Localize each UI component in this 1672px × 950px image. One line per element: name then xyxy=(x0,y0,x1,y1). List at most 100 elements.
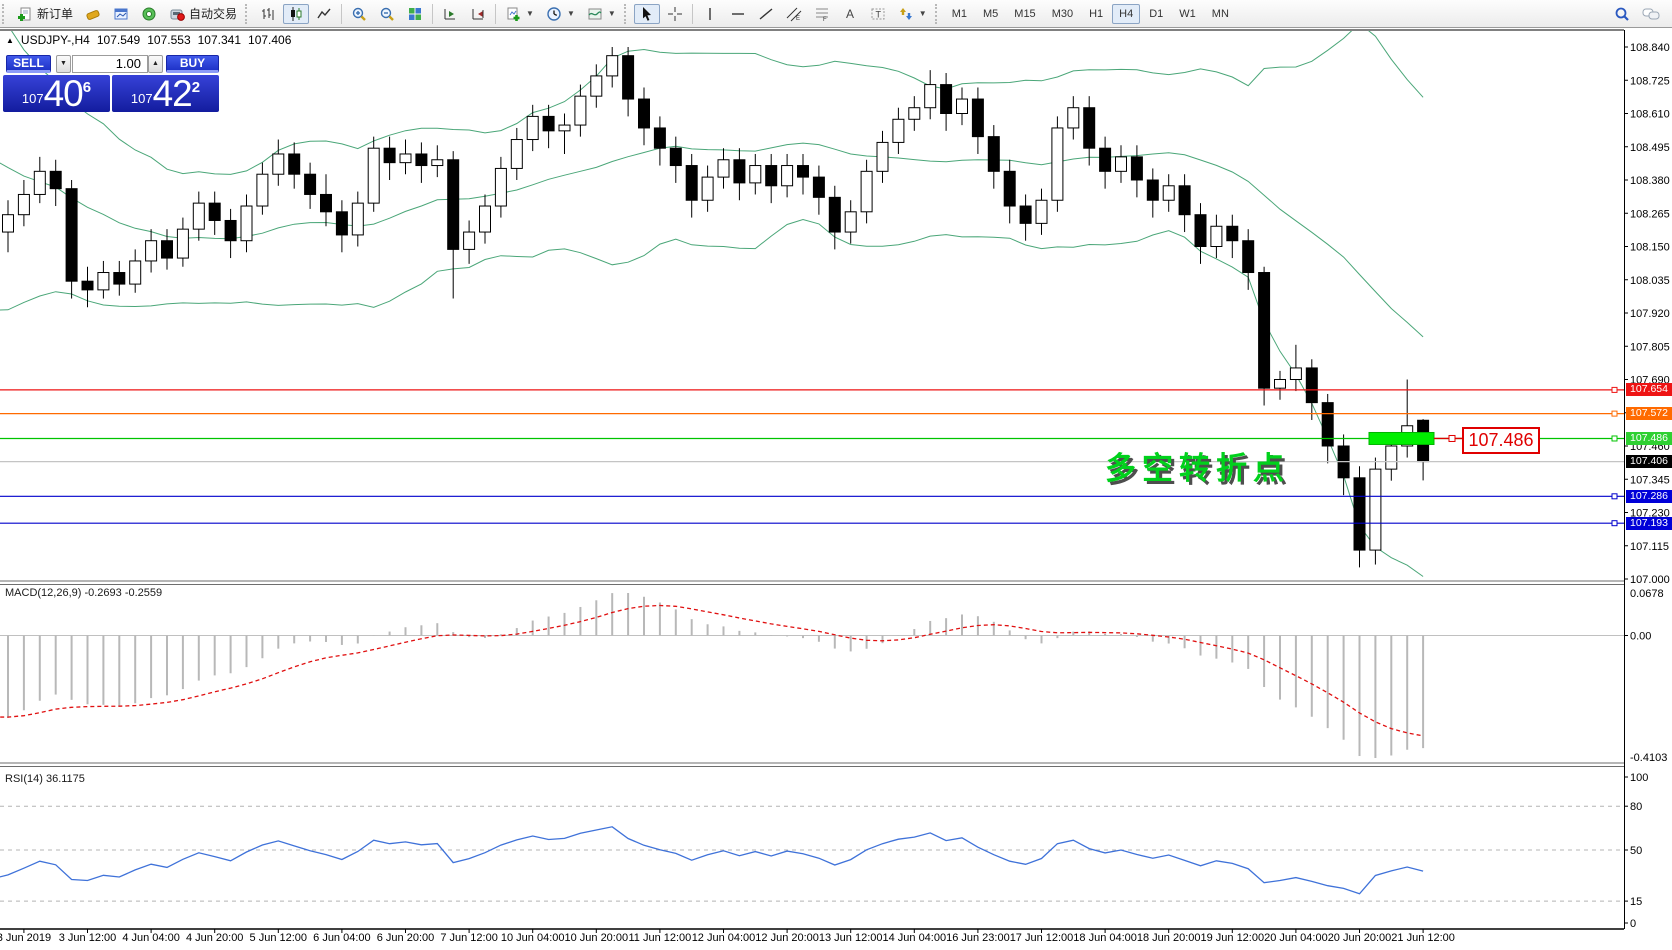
vertical-line-icon xyxy=(702,6,718,22)
svg-text:107.115: 107.115 xyxy=(1630,541,1669,553)
svg-text:11 Jun 12:00: 11 Jun 12:00 xyxy=(629,932,692,944)
trendline-button[interactable] xyxy=(753,4,779,24)
chevron-down-icon: ▼ xyxy=(526,9,534,18)
svg-text:6 Jun 04:00: 6 Jun 04:00 xyxy=(313,932,371,944)
buy-price-display[interactable]: 107 42 2 xyxy=(112,75,219,112)
arrows-button[interactable]: ▼ xyxy=(893,4,932,24)
auto-scroll-button[interactable] xyxy=(465,4,491,24)
volume-input[interactable]: 1.00 xyxy=(72,55,148,73)
templates-button[interactable]: ▼ xyxy=(582,4,621,24)
candle xyxy=(447,159,460,250)
profiles-icon xyxy=(85,6,101,22)
toolbar-grip[interactable] xyxy=(245,3,252,24)
periods-button[interactable]: ▼ xyxy=(541,4,580,24)
main-price-pane[interactable] xyxy=(0,28,1430,577)
vertical-line-button[interactable] xyxy=(697,4,723,24)
candle xyxy=(113,272,126,285)
price-callout-label[interactable]: 107.486 xyxy=(1462,427,1540,454)
price-badge: 107.486 xyxy=(1626,431,1672,445)
autotrading-button[interactable]: 自动交易 xyxy=(164,4,242,24)
add-indicator-button[interactable]: ▼ xyxy=(500,4,539,24)
crosshair-button[interactable] xyxy=(662,4,688,24)
tile-windows-button[interactable] xyxy=(402,4,428,24)
svg-text:0.00: 0.00 xyxy=(1630,631,1651,643)
sell-price-base: 107 xyxy=(21,91,44,106)
market-watch-button[interactable] xyxy=(108,4,134,24)
candle xyxy=(844,211,857,233)
chat-button[interactable] xyxy=(1637,4,1665,24)
toolbar-grip[interactable] xyxy=(623,3,631,24)
svg-text:108.840: 108.840 xyxy=(1630,42,1670,54)
tab-timeframe-h1[interactable]: H1 xyxy=(1089,7,1104,20)
equidistant-channel-button[interactable]: E xyxy=(781,4,807,24)
navigator-icon xyxy=(141,6,157,22)
chart-canvas[interactable]: 108.840 108.725 108.610 108.495 108.380 108.2… xyxy=(0,28,1672,950)
rsi-pane[interactable] xyxy=(0,805,1624,902)
candlestick-button[interactable] xyxy=(283,3,310,24)
sell-price-display[interactable]: 107 40 6 xyxy=(3,75,110,112)
sell-price-big: 40 xyxy=(43,73,84,114)
tab-timeframe-m5[interactable]: M5 xyxy=(983,7,999,20)
candle xyxy=(1035,199,1048,224)
chart-annotation-text[interactable]: 多空转折点 xyxy=(1105,451,1290,486)
tab-timeframe-h4[interactable]: H4 xyxy=(1112,3,1141,24)
add-indicator-icon xyxy=(505,6,521,22)
bar-chart-button[interactable] xyxy=(255,4,281,24)
volume-increase-button[interactable]: ▲ xyxy=(148,55,163,73)
buy-button[interactable]: BUY xyxy=(166,55,219,73)
svg-text:80: 80 xyxy=(1630,801,1642,813)
svg-text:108.380: 108.380 xyxy=(1630,175,1670,187)
candle xyxy=(1130,156,1143,181)
candle xyxy=(1385,445,1398,470)
search-button[interactable] xyxy=(1609,4,1635,24)
line-anchor-marker xyxy=(1611,386,1618,393)
symbol-info-line: ▲ USDJPY-,H4 107.549 107.553 107.341 107… xyxy=(6,33,291,47)
candle xyxy=(1242,240,1255,274)
text-label-button[interactable]: T xyxy=(865,4,891,24)
candle xyxy=(1353,477,1366,551)
fibonacci-button[interactable]: F xyxy=(809,4,835,24)
candle xyxy=(320,193,332,213)
candle xyxy=(892,118,905,143)
tab-timeframe-mn[interactable]: MN xyxy=(1211,7,1229,20)
chat-icon xyxy=(1642,6,1660,22)
tab-timeframe-w1[interactable]: W1 xyxy=(1179,7,1196,20)
toolbar-grip[interactable] xyxy=(934,3,942,24)
tab-timeframe-m1[interactable]: M1 xyxy=(951,7,967,20)
buy-price-pip: 2 xyxy=(191,79,201,96)
candle xyxy=(828,196,841,233)
line-chart-button[interactable] xyxy=(311,4,337,24)
tab-timeframe-m30[interactable]: M30 xyxy=(1051,7,1074,20)
horizontal-line-button[interactable] xyxy=(725,4,751,24)
macd-pane[interactable] xyxy=(0,593,1624,758)
svg-text:12 Jun 04:00: 12 Jun 04:00 xyxy=(692,932,756,944)
chart-window[interactable]: 108.840 108.725 108.610 108.495 108.380 108.2… xyxy=(0,28,1672,950)
bar-open: 107.549 xyxy=(96,33,141,47)
cursor-button[interactable] xyxy=(633,3,660,24)
candle xyxy=(860,170,873,213)
rsi-indicator-label: RSI(14) 36.1175 xyxy=(5,773,85,785)
volume-decrease-button[interactable]: ▼ xyxy=(56,55,71,73)
bar-high: 107.553 xyxy=(147,33,191,47)
sell-button[interactable]: SELL xyxy=(6,55,51,73)
rsi-line xyxy=(0,826,1424,895)
time-axis[interactable]: 3 Jun 2019 3 Jun 12:00 4 Jun 04:00 4 Jun 20… xyxy=(0,929,1455,944)
chart-shift-button[interactable] xyxy=(437,4,463,24)
zoom-out-button[interactable] xyxy=(374,4,400,24)
price-axis[interactable]: 108.840 108.725 108.610 108.495 108.380 108.2… xyxy=(1624,42,1670,930)
text-button[interactable]: A xyxy=(837,4,863,24)
new-order-button[interactable]: 新订单 xyxy=(12,4,78,24)
toolbar-grip[interactable] xyxy=(2,3,9,24)
profiles-button[interactable] xyxy=(80,4,106,24)
fibonacci-icon: F xyxy=(814,6,830,22)
navigator-button[interactable] xyxy=(136,4,162,24)
highlight-zone[interactable] xyxy=(1368,431,1435,445)
tab-timeframe-m15[interactable]: M15 xyxy=(1014,7,1036,20)
zoom-in-button[interactable] xyxy=(346,4,372,24)
candle xyxy=(288,153,301,175)
collapse-icon[interactable]: ▲ xyxy=(6,35,14,45)
svg-text:18 Jun 04:00: 18 Jun 04:00 xyxy=(1073,932,1137,944)
tab-timeframe-d1[interactable]: D1 xyxy=(1149,7,1164,20)
svg-text:17 Jun 12:00: 17 Jun 12:00 xyxy=(1010,932,1074,944)
